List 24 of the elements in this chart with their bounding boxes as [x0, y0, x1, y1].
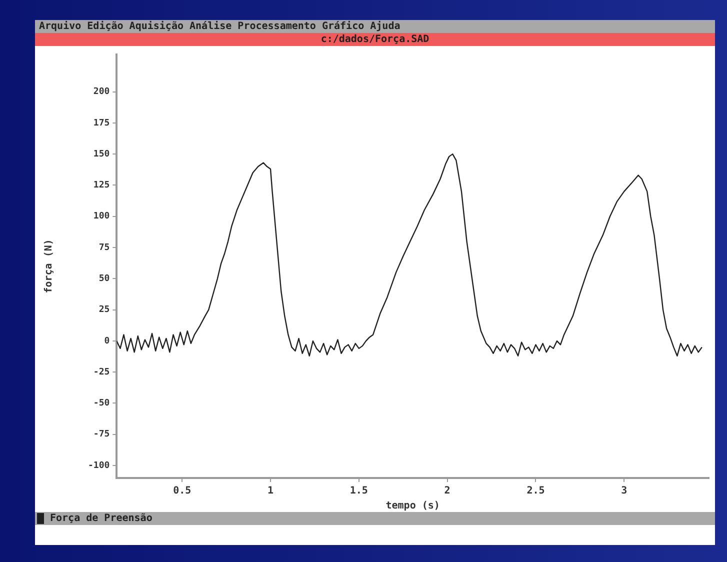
x-tick-label: 2	[444, 486, 450, 497]
y-tick-label: 50	[98, 274, 110, 284]
y-tick-label: 100	[93, 212, 110, 222]
y-tick-label: -50	[93, 398, 110, 409]
x-axis-title: tempo (s)	[386, 500, 440, 512]
y-axis-title: força (N)	[44, 239, 55, 294]
y-tick-label: 0	[104, 336, 110, 346]
y-tick-label: -100	[88, 460, 110, 471]
legend-label: Força de Preensão	[50, 512, 152, 525]
y-tick-label: -75	[93, 430, 110, 440]
text: Arquivo Edição Aquisição Análise Processamento Gráfico Ajuda	[35, 20, 715, 33]
y-tick-label: 150	[93, 149, 110, 160]
y-tick-label: 25	[98, 305, 110, 316]
x-tick-label: 0.5	[173, 486, 192, 497]
x-tick-label: 1.5	[350, 486, 368, 497]
x-tick-label: 3	[621, 486, 628, 497]
y-tick-label: 75	[98, 242, 110, 253]
y-tick-label: -25	[93, 367, 110, 378]
y-tick-label: 175	[93, 118, 110, 128]
x-tick-label: 1	[267, 486, 274, 497]
y-tick-label: 125	[93, 180, 110, 191]
x-tick-label: 2.5	[526, 486, 545, 497]
y-tick-label: 200	[93, 87, 110, 98]
chart-title: c:/dados/Força.SAD	[35, 33, 715, 46]
